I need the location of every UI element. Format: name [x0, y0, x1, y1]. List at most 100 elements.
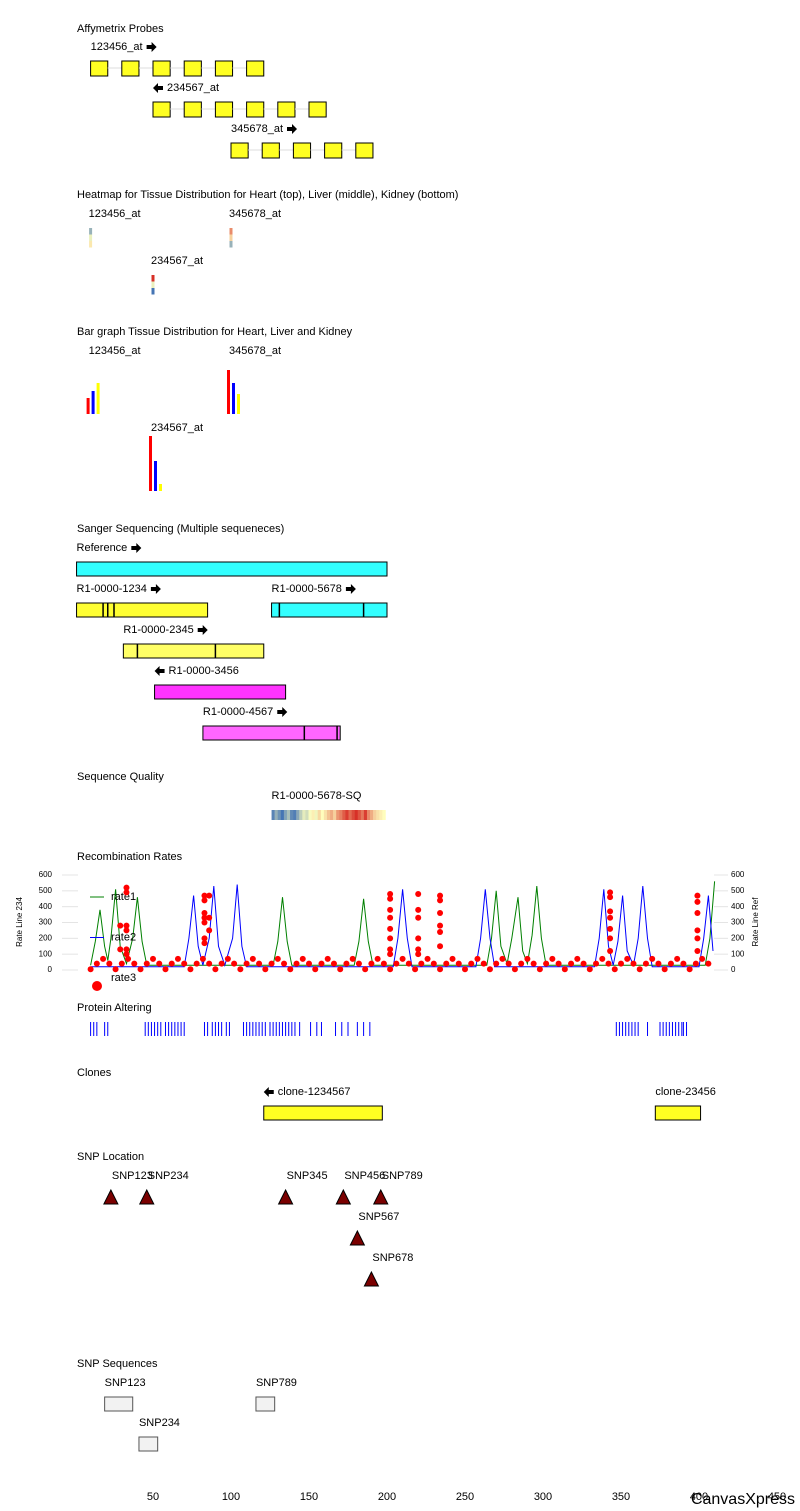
rate-dot: [694, 892, 701, 899]
rate-dot: [437, 892, 444, 899]
track-title: Clones: [77, 1067, 112, 1079]
bar: [159, 484, 162, 491]
snp-label: SNP678: [372, 1252, 413, 1264]
rate-dot: [343, 960, 350, 967]
rate-dot: [201, 935, 208, 942]
rate-dot: [430, 960, 437, 967]
watermark: CanvasXpress: [691, 1491, 795, 1508]
probe-block: [277, 101, 296, 118]
rate-dot: [624, 955, 631, 962]
sequence-read: [202, 725, 341, 741]
sequence-read: [122, 643, 265, 659]
sequence-read: [154, 684, 287, 700]
strand-arrow: [197, 625, 208, 635]
rate-dot: [607, 908, 614, 915]
rate-dot: [405, 960, 412, 967]
rate-dot: [374, 955, 381, 962]
track-title: Recombination Rates: [77, 851, 183, 863]
rate-dot: [293, 960, 300, 967]
heat-cell: [229, 234, 233, 241]
rate-dot: [268, 960, 275, 967]
feature-label: 123456_at: [89, 345, 141, 357]
rate-dot: [318, 960, 325, 967]
bar: [227, 370, 230, 414]
feature-label: Reference: [77, 542, 128, 554]
probe-block: [324, 142, 343, 159]
probe-block: [292, 142, 312, 159]
x-tick-label: 300: [534, 1491, 552, 1503]
rate-dot: [674, 955, 681, 962]
rate-dot: [306, 960, 312, 967]
rate-dot: [455, 960, 462, 967]
rate-dot: [312, 966, 319, 973]
quality-cell: [305, 810, 309, 820]
rate-dot: [415, 946, 422, 953]
snp-marker: [103, 1188, 119, 1205]
rate-dot: [607, 925, 614, 932]
rate-dot: [224, 955, 231, 962]
quality-cell: [366, 810, 371, 820]
probe-block: [214, 60, 234, 77]
sequence-read: [76, 561, 388, 577]
y2-tick-label: 200: [731, 933, 745, 942]
rate-dot: [262, 966, 269, 973]
feature-label: clone-1234567: [278, 1086, 351, 1098]
quality-cell: [354, 810, 359, 820]
rate-dot: [201, 910, 208, 916]
rate-dot: [555, 960, 562, 967]
rate-dot: [642, 960, 649, 967]
y2-tick-label: 0: [731, 965, 736, 974]
rate-dot: [561, 966, 568, 973]
snp-seq-label: SNP123: [105, 1377, 146, 1389]
quality-cell: [317, 810, 322, 820]
rate-dot: [243, 960, 250, 967]
rate-dot: [437, 966, 444, 973]
y-tick-label: 200: [39, 933, 53, 942]
heat-cell: [151, 275, 155, 282]
x-tick-label: 250: [456, 1491, 474, 1503]
rate-dot: [699, 955, 706, 962]
rate-dot: [123, 889, 130, 896]
rate-dot: [607, 935, 614, 942]
rate-dot: [123, 951, 130, 958]
probe-block: [308, 101, 327, 118]
rate-dot: [212, 966, 219, 973]
strand-arrow: [150, 584, 161, 594]
rate-dot: [150, 955, 156, 962]
quality-cell: [283, 810, 288, 820]
quality-cell: [351, 810, 355, 820]
quality-cell: [339, 810, 343, 820]
rate-dot: [201, 897, 208, 904]
snp-marker: [349, 1229, 366, 1246]
rate-dot: [87, 966, 94, 973]
rate-dot: [593, 960, 600, 967]
probe-block: [183, 60, 202, 77]
quality-cell: [290, 810, 294, 820]
quality-cell: [360, 810, 365, 820]
y2-tick-label: 300: [731, 918, 745, 927]
rate-dot: [181, 960, 188, 967]
rate-dot: [499, 955, 506, 962]
track-title: SNP Location: [77, 1151, 144, 1163]
snp-marker: [363, 1270, 380, 1287]
strand-arrow: [153, 83, 163, 93]
rate-dot: [412, 966, 419, 973]
rate-dot: [694, 935, 701, 942]
quality-cell: [326, 810, 331, 820]
x-tick-label: 50: [147, 1491, 159, 1503]
rate-dot: [694, 927, 701, 934]
rate-dot: [607, 948, 614, 954]
quality-cell: [277, 810, 282, 820]
rate-dot: [201, 914, 208, 921]
snp-seq-label: SNP789: [256, 1377, 297, 1389]
rate-dot: [393, 960, 400, 967]
quality-cell: [330, 810, 334, 820]
feature-label: 234567_at: [167, 82, 219, 94]
probe-block: [355, 142, 374, 159]
clone: [654, 1105, 702, 1121]
rate-dot: [387, 951, 394, 958]
strand-arrow: [131, 543, 142, 553]
quality-cell: [357, 810, 362, 820]
rate-dot: [349, 955, 356, 962]
